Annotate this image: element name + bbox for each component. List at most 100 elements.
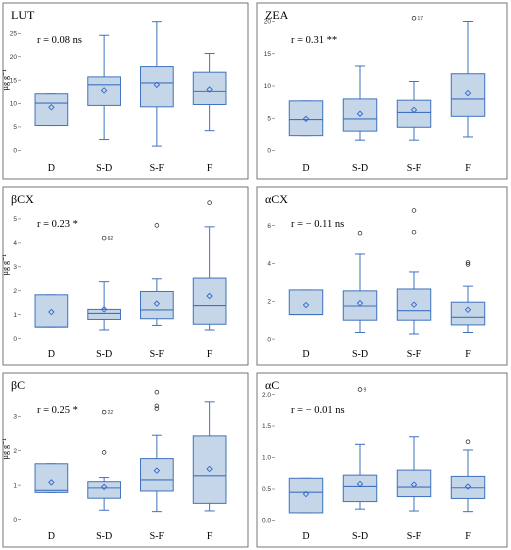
y-tick-label: 3 bbox=[13, 264, 17, 271]
box-S-D: 9 bbox=[342, 387, 378, 510]
mean-marker bbox=[48, 104, 55, 111]
panel-title: ZEA bbox=[265, 8, 289, 22]
box-body bbox=[288, 477, 324, 514]
x-tick-label: F bbox=[465, 163, 471, 174]
y-tick-label: 10 bbox=[264, 83, 272, 90]
y-tick-label: 0 bbox=[13, 517, 17, 524]
panel-1: ZEA r = 0.31 ** 0 5 10 15 20 D S-D 17 S-F F bbox=[256, 2, 508, 180]
y-axis-label: µg g⁻¹ bbox=[1, 69, 10, 91]
box-body bbox=[140, 290, 174, 320]
y-tick-label: 15 bbox=[264, 51, 272, 58]
box-S-F bbox=[396, 208, 432, 335]
box-body bbox=[34, 294, 69, 328]
mean-marker bbox=[153, 467, 161, 474]
box-body bbox=[396, 288, 432, 321]
box-body bbox=[450, 301, 486, 326]
x-tick-label: F bbox=[465, 531, 471, 542]
outlier-point bbox=[101, 409, 107, 415]
x-tick-label: S-D bbox=[352, 349, 368, 360]
box-body bbox=[342, 98, 378, 132]
y-tick-label: 5 bbox=[13, 216, 17, 223]
mean-marker bbox=[48, 479, 55, 486]
outlier-point bbox=[154, 223, 160, 228]
y-tick-label: 2 bbox=[267, 298, 271, 305]
box-body bbox=[192, 71, 227, 105]
outlier-point bbox=[154, 389, 160, 395]
outlier-label: 62 bbox=[108, 236, 114, 242]
x-tick-label: S-D bbox=[96, 163, 112, 174]
outlier-label: 17 bbox=[418, 16, 424, 22]
correlation-annotation: r = − 0.01 ns bbox=[291, 405, 345, 416]
mean-marker bbox=[206, 86, 213, 93]
box-body bbox=[288, 289, 324, 316]
y-tick-label: 0 bbox=[13, 336, 17, 343]
box-body bbox=[34, 463, 69, 493]
y-tick-label: 25 bbox=[10, 31, 18, 38]
box-S-F bbox=[140, 223, 174, 326]
box-F bbox=[450, 439, 486, 513]
y-tick-label: 5 bbox=[13, 124, 17, 131]
outlier-point bbox=[357, 230, 363, 236]
mean-marker bbox=[153, 300, 161, 307]
panel-title: αCX bbox=[265, 192, 288, 206]
mean-marker bbox=[356, 480, 364, 488]
x-tick-label: S-F bbox=[150, 349, 165, 360]
outlier-point bbox=[411, 16, 417, 21]
box-D bbox=[34, 463, 69, 493]
mean-marker bbox=[464, 89, 472, 97]
box-D bbox=[288, 100, 324, 137]
x-tick-label: S-D bbox=[96, 349, 112, 360]
box-body bbox=[140, 66, 174, 108]
box-body bbox=[87, 308, 121, 320]
correlation-annotation: r = 0.08 ns bbox=[37, 35, 82, 46]
panel-2: βCX r = 0.23 * 0 1 2 3 4 5 µg g⁻¹ D 62 S-D S-F F bbox=[1, 186, 249, 366]
y-tick-label: 5 bbox=[267, 115, 271, 122]
y-tick-label: 0 bbox=[13, 148, 17, 155]
x-tick-label: S-F bbox=[407, 349, 422, 360]
panel-title: αC bbox=[265, 378, 279, 392]
x-tick-label: D bbox=[48, 163, 55, 174]
correlation-annotation: r = 0.23 * bbox=[37, 219, 78, 230]
y-tick-label: 6 bbox=[267, 223, 271, 230]
outlier-point bbox=[411, 229, 417, 235]
mean-marker bbox=[410, 481, 418, 488]
panel-title: βCX bbox=[11, 192, 34, 206]
panel-4: βC r = 0.25 * 0 1 2 3 µg g⁻¹ D 22 S-D S-F F bbox=[1, 372, 249, 548]
y-tick-label: 4 bbox=[267, 261, 271, 268]
outlier-point bbox=[465, 260, 471, 265]
mean-marker bbox=[302, 301, 310, 309]
panel-title: LUT bbox=[11, 8, 35, 22]
panel-5: αC r = − 0.01 ns 0.0 0.5 1.0 1.5 2.0 D 9 S-D S-F F bbox=[256, 372, 508, 548]
y-tick-label: 1.0 bbox=[262, 455, 271, 462]
box-F bbox=[192, 52, 227, 132]
y-tick-label: 15 bbox=[10, 77, 18, 84]
box-S-D bbox=[342, 65, 378, 141]
box-D bbox=[34, 294, 69, 328]
box-D bbox=[34, 93, 69, 127]
y-tick-label: 0 bbox=[267, 336, 271, 343]
box-F bbox=[450, 260, 486, 333]
y-tick-label: 0.5 bbox=[262, 486, 271, 493]
x-tick-label: F bbox=[207, 163, 213, 174]
outlier-label: 9 bbox=[364, 387, 367, 393]
correlation-annotation: r = − 0.11 ns bbox=[291, 219, 344, 230]
y-tick-label: 20 bbox=[10, 54, 18, 61]
box-S-F: 17 bbox=[396, 16, 432, 141]
y-axis-label: µg g⁻¹ bbox=[1, 254, 10, 276]
x-tick-label: D bbox=[48, 349, 55, 360]
panel-frame bbox=[2, 186, 249, 366]
box-S-D bbox=[342, 230, 378, 333]
panel-frame bbox=[256, 372, 508, 548]
mean-marker bbox=[48, 308, 55, 316]
panel-0: LUT r = 0.08 ns 0 5 10 15 20 25 µg g⁻¹ D S-D S-F F bbox=[1, 2, 249, 180]
x-tick-label: F bbox=[207, 349, 213, 360]
y-tick-label: 2 bbox=[13, 288, 17, 295]
mean-marker bbox=[302, 490, 310, 498]
mean-marker bbox=[302, 115, 310, 123]
x-tick-label: F bbox=[465, 349, 471, 360]
box-S-F bbox=[140, 389, 174, 513]
mean-marker bbox=[464, 483, 472, 490]
y-tick-label: 1 bbox=[13, 482, 17, 489]
correlation-annotation: r = 0.31 ** bbox=[291, 35, 337, 46]
